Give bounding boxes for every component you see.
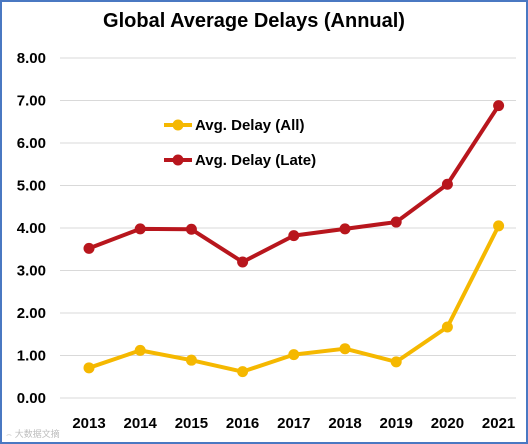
grid (60, 57, 516, 399)
x-tick-label: 2017 (277, 415, 310, 432)
series-lines (83, 100, 505, 378)
data-point (441, 178, 453, 190)
y-tick-label: 7.00 (17, 93, 46, 110)
x-tick-label: 2016 (226, 415, 259, 432)
data-point (185, 223, 197, 235)
data-point (390, 356, 402, 368)
data-point (288, 230, 300, 242)
x-tick-label: 2021 (482, 415, 515, 432)
y-tick-label: 5.00 (17, 178, 46, 195)
legend-label: Avg. Delay (All) (195, 117, 304, 134)
x-tick-label: 2015 (175, 415, 208, 432)
series-late (83, 100, 505, 268)
x-tick-label: 2019 (380, 415, 413, 432)
y-tick-label: 6.00 (17, 135, 46, 152)
x-tick-label: 2013 (72, 415, 105, 432)
legend-swatch-marker (172, 154, 184, 166)
legend-item: Avg. Delay (All) (164, 117, 304, 134)
legend-swatch-marker (172, 119, 184, 131)
data-point (83, 242, 95, 254)
watermark-text: ⌢ 大数据文摘 (6, 428, 60, 440)
data-point (134, 344, 146, 356)
y-tick-label: 8.00 (17, 50, 46, 67)
y-tick-label: 1.00 (17, 348, 46, 365)
data-point (83, 362, 95, 374)
data-point (237, 366, 249, 378)
x-tick-label: 2020 (431, 415, 464, 432)
y-tick-label: 2.00 (17, 305, 46, 322)
y-axis-ticks: 0.00 1.00 2.00 3.00 4.00 5.00 6.00 7.00 8.00 (17, 50, 46, 407)
chart-title: Global Average Delays (Annual) (103, 10, 405, 32)
data-point (339, 343, 351, 355)
y-tick-label: 0.00 (17, 390, 46, 407)
data-point (288, 349, 300, 361)
y-tick-label: 4.00 (17, 220, 46, 237)
data-point (237, 256, 249, 268)
data-point (339, 223, 351, 235)
data-point (441, 321, 453, 333)
data-point (134, 223, 146, 235)
data-point (390, 216, 402, 228)
x-axis-ticks: 2013 2014 2015 2016 2017 2018 2019 2020 2021 (72, 415, 515, 432)
data-point (185, 354, 197, 366)
data-point (493, 220, 505, 232)
legend: Avg. Delay (All) Avg. Delay (Late) (164, 117, 316, 169)
legend-item: Avg. Delay (Late) (164, 152, 316, 169)
data-point (493, 100, 505, 112)
series-all (83, 220, 505, 378)
y-tick-label: 3.00 (17, 263, 46, 280)
x-tick-label: 2018 (328, 415, 361, 432)
legend-label: Avg. Delay (Late) (195, 152, 316, 169)
x-tick-label: 2014 (124, 415, 158, 432)
